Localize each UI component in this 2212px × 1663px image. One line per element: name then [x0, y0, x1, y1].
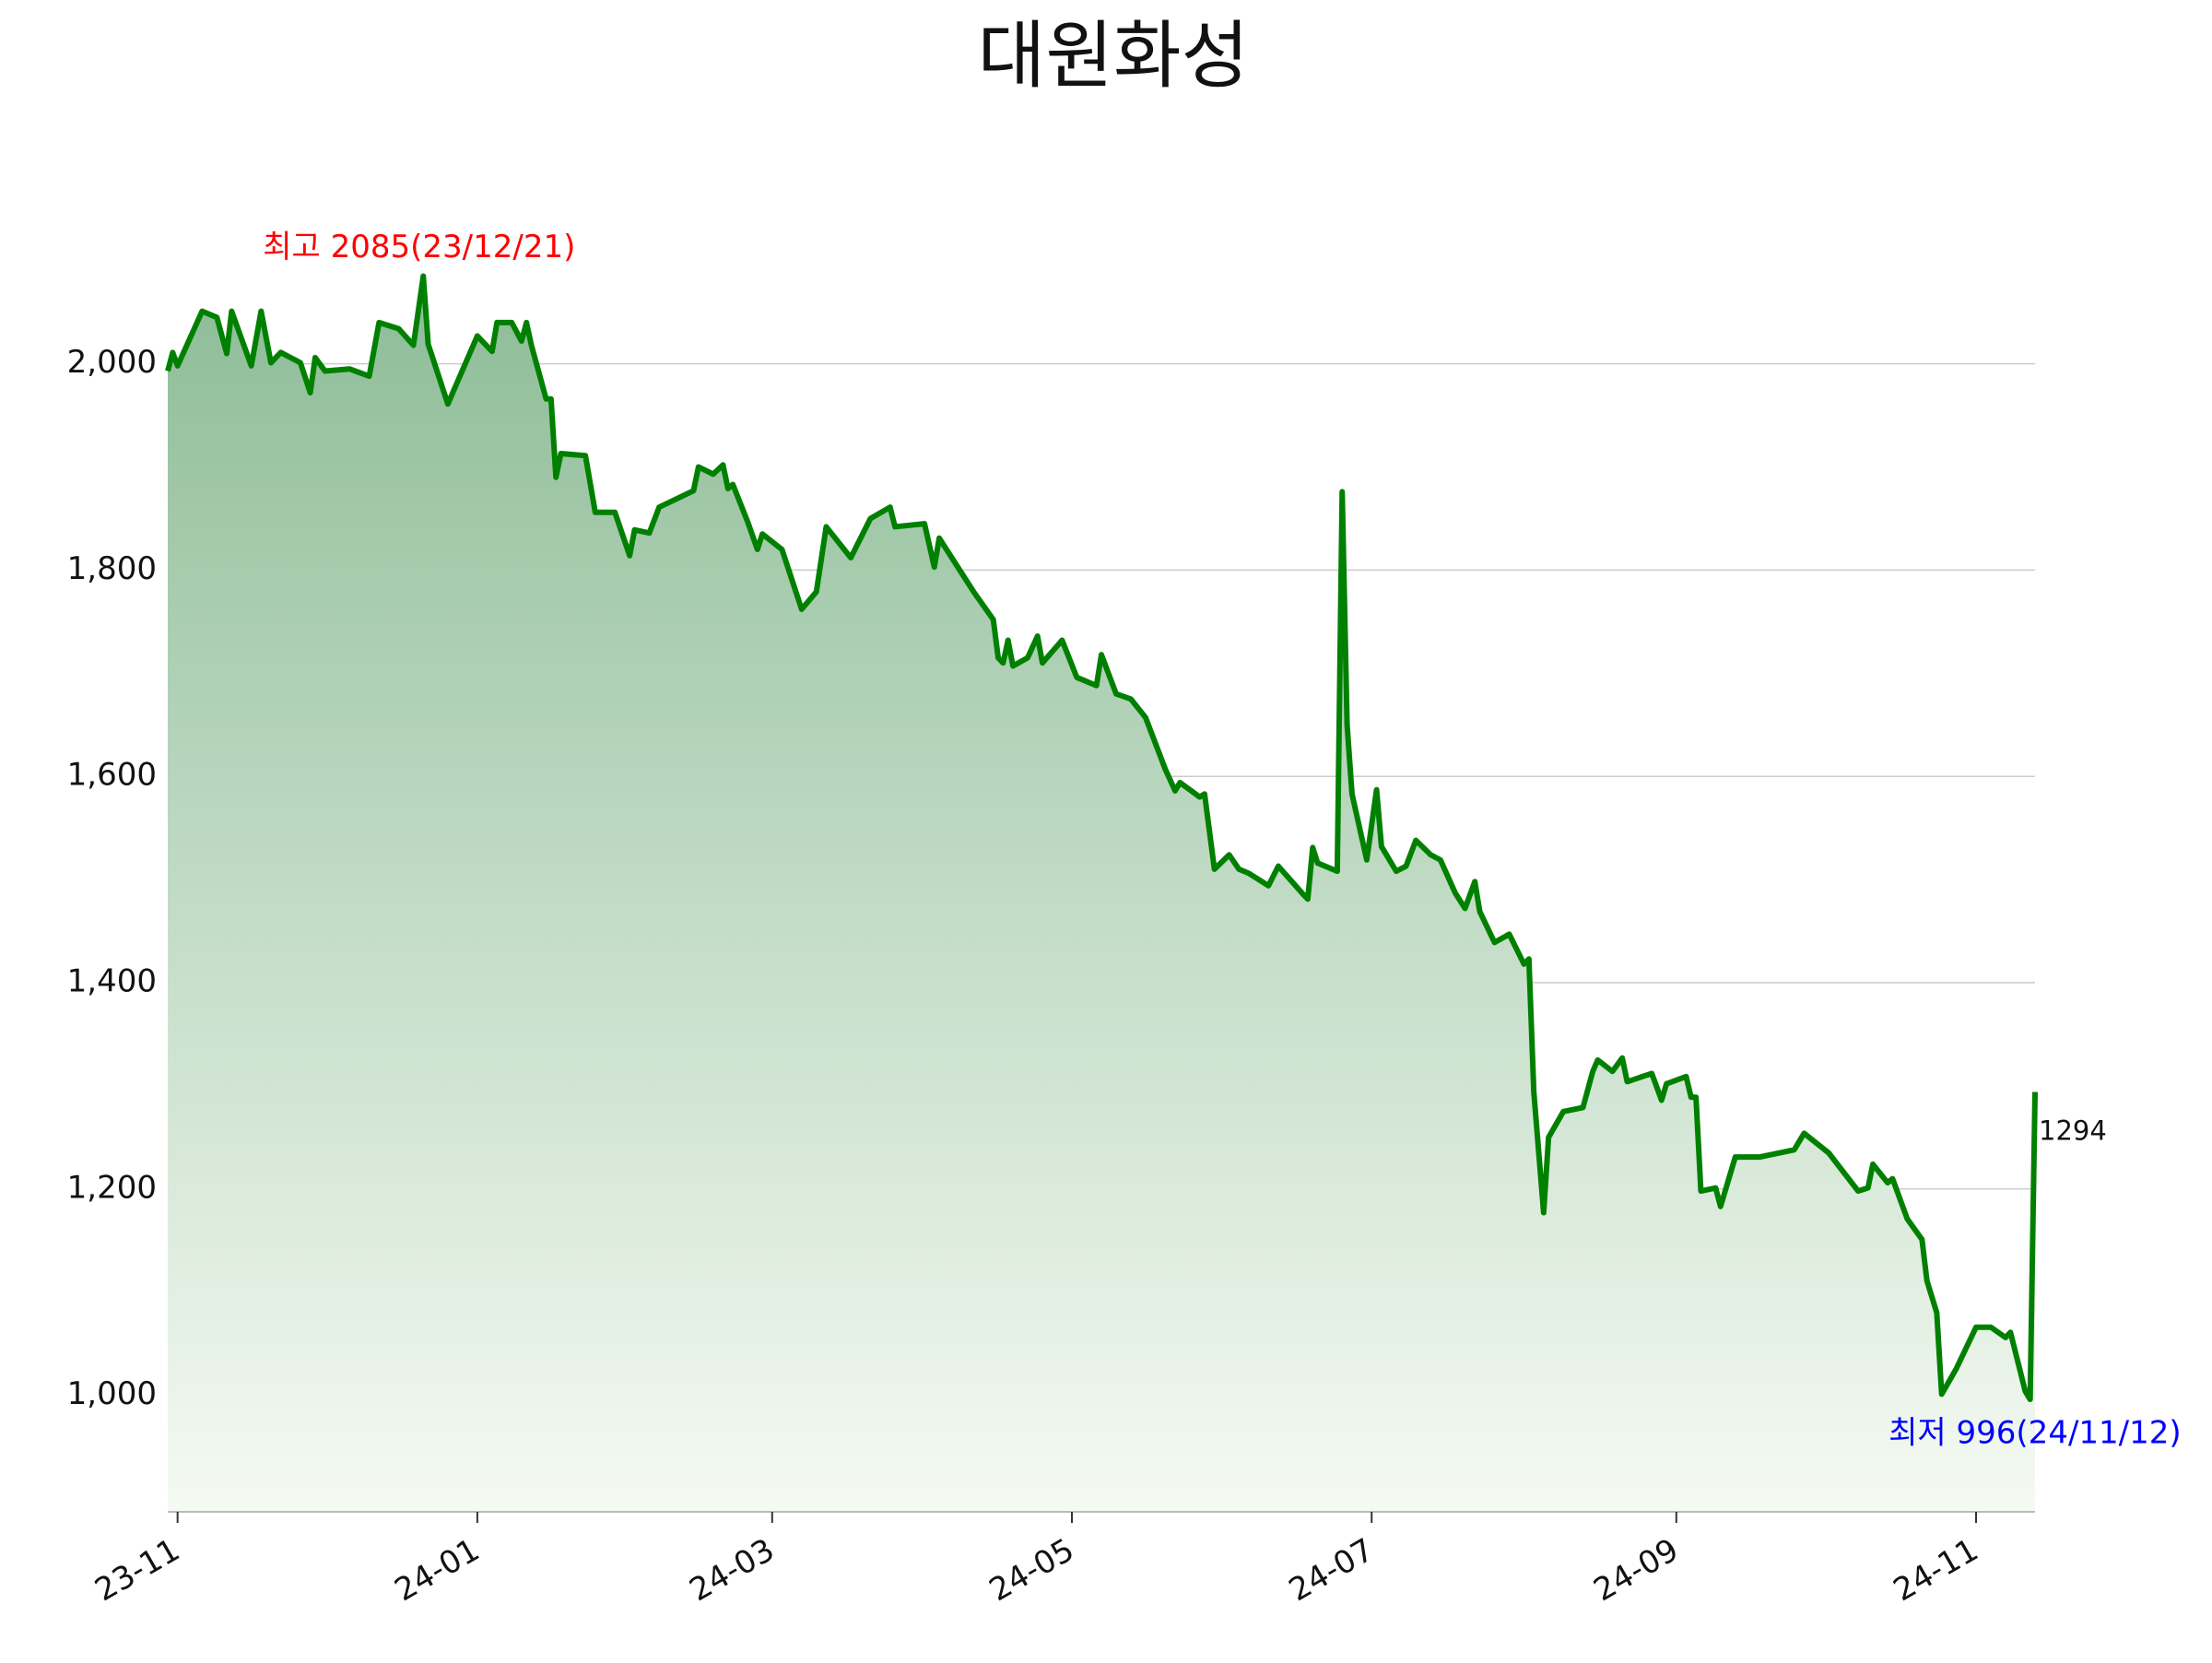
last-value-label: 1294 — [2039, 1115, 2107, 1147]
y-tick-label: 1,800 — [67, 550, 157, 587]
price-line — [165, 273, 2038, 1403]
x-tick-label: 23-11 — [88, 1531, 186, 1609]
y-tick-label: 1,000 — [67, 1375, 157, 1412]
y-tick-label: 1,600 — [67, 757, 157, 794]
y-tick-label: 1,400 — [67, 962, 157, 999]
x-tick-label: 24-07 — [1283, 1531, 1381, 1609]
x-tick-label: 24-03 — [683, 1531, 781, 1609]
min-annotation: 최저 996(24/11/12) — [1888, 1415, 2182, 1452]
max-annotation: 최고 2085(23/12/21) — [263, 229, 575, 265]
y-tick-label: 1,200 — [67, 1169, 157, 1206]
x-tick-label: 24-11 — [1888, 1531, 1985, 1609]
y-tick-label: 2,000 — [67, 344, 157, 381]
x-tick-label: 24-01 — [389, 1531, 487, 1609]
chart-title: 대원화성 — [978, 13, 1249, 99]
area-fill — [168, 276, 2035, 1512]
x-tick-label: 24-09 — [1587, 1531, 1685, 1609]
x-tick-label: 24-05 — [983, 1531, 1081, 1609]
